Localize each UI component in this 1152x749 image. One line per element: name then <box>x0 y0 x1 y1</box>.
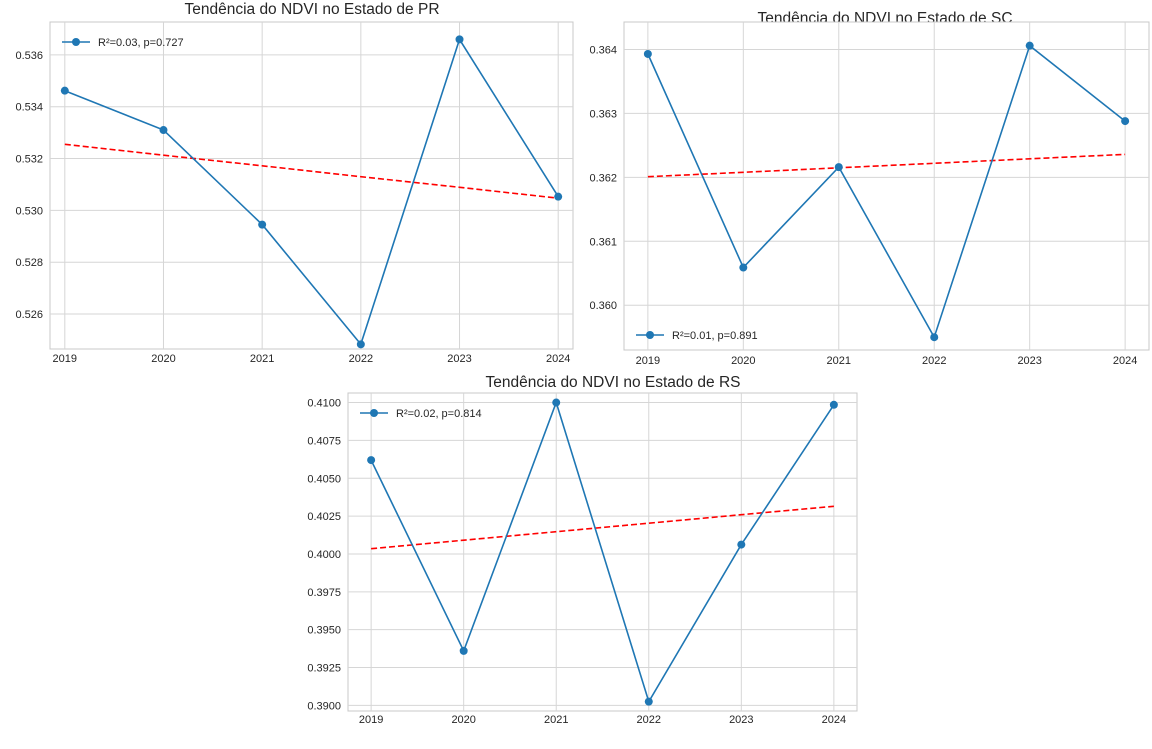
y-tick-label: 0.4000 <box>307 549 341 561</box>
ndvi-point <box>739 263 748 272</box>
y-tick-label: 0.532 <box>15 154 43 166</box>
y-tick-label: 0.526 <box>15 309 43 321</box>
x-tick-label: 2024 <box>1113 355 1137 367</box>
y-tick-label: 0.4050 <box>307 473 341 485</box>
x-tick-label: 2023 <box>447 353 471 365</box>
x-tick-label: 2022 <box>637 714 661 726</box>
x-tick-label: 2020 <box>731 355 755 367</box>
y-tick-label: 0.360 <box>589 300 617 312</box>
ndvi-point <box>554 192 563 201</box>
ndvi-series-line <box>64 37 559 346</box>
y-tick-label: 0.534 <box>15 102 43 114</box>
chart-pr: Tendência do NDVI no Estado de PR 2019 202… <box>15 1 574 365</box>
x-tick-label: 2024 <box>546 353 570 365</box>
x-tick-label: 2019 <box>359 714 383 726</box>
ndvi-point <box>455 35 464 44</box>
y-tick-label: 0.364 <box>589 44 617 56</box>
ndvi-point <box>930 333 939 342</box>
y-tick-label: 0.362 <box>589 172 617 184</box>
legend-label: R²=0.03, p=0.727 <box>98 37 184 49</box>
y-tick-label: 0.3975 <box>307 587 341 599</box>
y-tick-label: 0.4025 <box>307 511 341 523</box>
legend-label: R²=0.01, p=0.891 <box>672 330 758 342</box>
y-tick-label: 0.4075 <box>307 435 341 447</box>
trend-line <box>64 143 559 199</box>
ndvi-point <box>643 49 652 58</box>
ndvi-point <box>834 163 843 172</box>
x-tick-label: 2021 <box>250 353 274 365</box>
x-tick-label: 2020 <box>451 714 475 726</box>
trend-line <box>647 153 1126 178</box>
x-tick-label: 2020 <box>151 353 175 365</box>
ndvi-point <box>1025 41 1034 50</box>
chart-title: Tendência do NDVI no Estado de RS <box>485 374 740 391</box>
x-tick-label: 2019 <box>53 353 77 365</box>
y-tick-label: 0.361 <box>589 236 617 248</box>
legend-marker <box>72 38 80 46</box>
y-tick-label: 0.530 <box>15 205 43 217</box>
x-tick-label: 2021 <box>544 714 568 726</box>
ndvi-point <box>356 340 365 349</box>
ndvi-point <box>459 646 468 655</box>
ndvi-series-line <box>370 400 835 704</box>
chart-title: Tendência do NDVI no Estado de PR <box>184 1 439 18</box>
ndvi-point <box>644 697 653 706</box>
y-tick-label: 0.536 <box>15 50 43 62</box>
legend-label: R²=0.02, p=0.814 <box>396 408 482 420</box>
plot-area <box>623 21 1150 351</box>
y-tick-label: 0.3900 <box>307 700 341 712</box>
ndvi-point <box>367 456 376 465</box>
x-tick-label: 2023 <box>729 714 753 726</box>
x-tick-label: 2022 <box>922 355 946 367</box>
legend-marker <box>370 409 378 417</box>
plot-area <box>49 21 574 350</box>
trend-line <box>371 505 834 550</box>
legend: R²=0.02, p=0.814 <box>360 408 482 420</box>
ndvi-series-line <box>647 44 1126 340</box>
y-tick-label: 0.3950 <box>307 625 341 637</box>
ndvi-point <box>60 86 69 95</box>
x-tick-label: 2024 <box>822 714 846 726</box>
y-tick-label: 0.3925 <box>307 663 341 675</box>
ndvi-point <box>737 540 746 549</box>
x-tick-label: 2019 <box>636 355 660 367</box>
x-tick-label: 2023 <box>1017 355 1041 367</box>
legend-marker <box>646 331 654 339</box>
ndvi-point <box>258 220 267 229</box>
legend: R²=0.01, p=0.891 <box>636 330 758 342</box>
legend: R²=0.03, p=0.727 <box>62 37 184 49</box>
y-tick-label: 0.4100 <box>307 398 341 410</box>
ndvi-point <box>159 126 168 135</box>
ndvi-point <box>552 398 561 407</box>
y-tick-label: 0.363 <box>589 108 617 120</box>
ndvi-point <box>829 400 838 409</box>
chart-rs: Tendência do NDVI no Estado de RS 2019 202… <box>307 374 858 726</box>
x-tick-label: 2021 <box>827 355 851 367</box>
x-tick-label: 2022 <box>349 353 373 365</box>
y-tick-label: 0.528 <box>15 257 43 269</box>
ndvi-point <box>1121 117 1130 126</box>
